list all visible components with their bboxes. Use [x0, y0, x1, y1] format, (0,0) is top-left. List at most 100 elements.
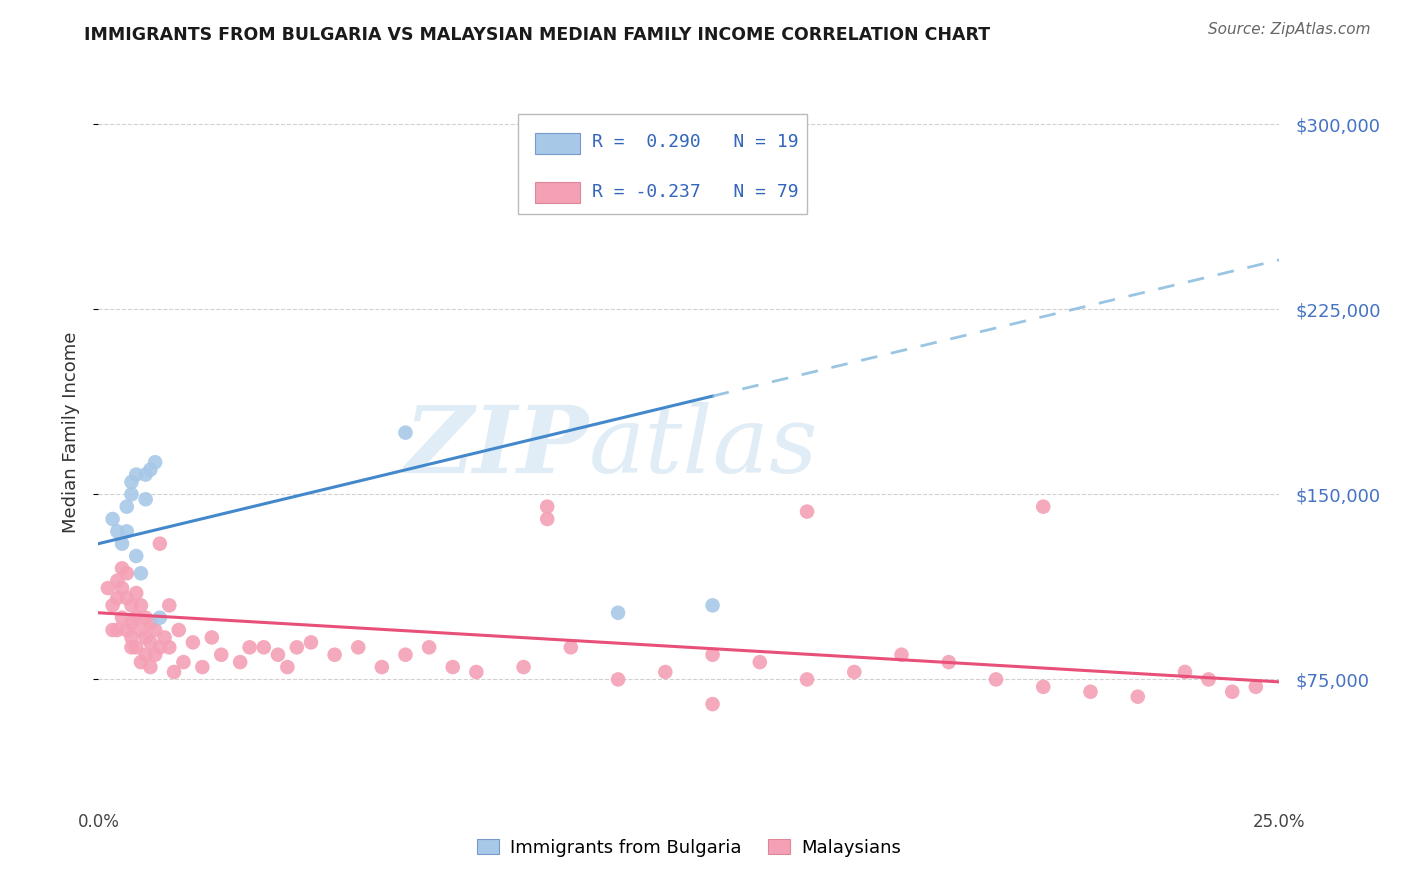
Point — [157, 599, 180, 613]
Point — [111, 561, 134, 575]
Point — [239, 640, 262, 655]
Point — [371, 660, 394, 674]
Point — [111, 610, 134, 624]
Point — [536, 500, 558, 514]
Point — [984, 673, 1007, 687]
Point — [394, 425, 416, 440]
Point — [394, 648, 416, 662]
Point — [1032, 500, 1054, 514]
Point — [441, 660, 464, 674]
Point — [139, 615, 162, 630]
Point — [191, 660, 214, 674]
Point — [418, 640, 440, 655]
Point — [347, 640, 370, 655]
Text: IMMIGRANTS FROM BULGARIA VS MALAYSIAN MEDIAN FAMILY INCOME CORRELATION CHART: IMMIGRANTS FROM BULGARIA VS MALAYSIAN ME… — [84, 26, 990, 44]
Point — [135, 492, 157, 507]
Point — [1174, 665, 1197, 679]
Point — [143, 648, 166, 662]
Point — [157, 640, 180, 655]
FancyBboxPatch shape — [536, 133, 581, 153]
Point — [1220, 685, 1243, 699]
FancyBboxPatch shape — [517, 114, 807, 214]
Y-axis label: Median Family Income: Median Family Income — [62, 332, 80, 533]
Point — [135, 631, 157, 645]
Point — [111, 536, 134, 550]
Point — [135, 610, 157, 624]
Point — [139, 635, 162, 649]
Point — [201, 631, 224, 645]
Point — [129, 655, 152, 669]
Point — [285, 640, 308, 655]
Point — [105, 574, 128, 588]
Point — [121, 640, 143, 655]
Point — [253, 640, 276, 655]
Point — [163, 665, 186, 679]
Point — [115, 623, 138, 637]
Text: atlas: atlas — [589, 402, 818, 492]
Point — [607, 606, 630, 620]
Point — [121, 475, 143, 489]
Point — [121, 615, 143, 630]
Point — [121, 599, 143, 613]
Text: R = -0.237   N = 79: R = -0.237 N = 79 — [592, 183, 799, 201]
Point — [702, 648, 724, 662]
Point — [890, 648, 912, 662]
Point — [125, 610, 148, 624]
Point — [97, 581, 120, 595]
Point — [465, 665, 488, 679]
Point — [143, 623, 166, 637]
Point — [323, 648, 346, 662]
Point — [125, 640, 148, 655]
Point — [139, 660, 162, 674]
Point — [129, 599, 152, 613]
Point — [702, 599, 724, 613]
Point — [101, 623, 124, 637]
Point — [149, 536, 172, 550]
Point — [105, 524, 128, 539]
Point — [135, 648, 157, 662]
Point — [654, 665, 676, 679]
Point — [796, 673, 818, 687]
Point — [844, 665, 866, 679]
Point — [1198, 673, 1220, 687]
Point — [115, 524, 138, 539]
Text: R =  0.290   N = 19: R = 0.290 N = 19 — [592, 134, 799, 152]
Point — [167, 623, 190, 637]
Point — [536, 191, 558, 205]
Point — [135, 467, 157, 482]
Point — [267, 648, 290, 662]
Point — [143, 455, 166, 469]
Point — [115, 566, 138, 581]
Point — [172, 655, 194, 669]
Point — [121, 487, 143, 501]
FancyBboxPatch shape — [536, 182, 581, 203]
Point — [938, 655, 960, 669]
Point — [111, 581, 134, 595]
Point — [101, 599, 124, 613]
Point — [1080, 685, 1102, 699]
Text: ZIP: ZIP — [405, 402, 589, 492]
Point — [748, 655, 770, 669]
Point — [115, 500, 138, 514]
Point — [181, 635, 204, 649]
Point — [153, 631, 176, 645]
Point — [149, 640, 172, 655]
Point — [101, 512, 124, 526]
Point — [1126, 690, 1149, 704]
Point — [139, 462, 162, 476]
Point — [299, 635, 322, 649]
Point — [536, 512, 558, 526]
Point — [276, 660, 298, 674]
Point — [1032, 680, 1054, 694]
Point — [125, 586, 148, 600]
Point — [607, 673, 630, 687]
Point — [121, 631, 143, 645]
Point — [229, 655, 252, 669]
Point — [115, 591, 138, 605]
Point — [129, 566, 152, 581]
Point — [129, 623, 152, 637]
Point — [125, 467, 148, 482]
Point — [125, 549, 148, 563]
Point — [149, 610, 172, 624]
Legend: Immigrants from Bulgaria, Malaysians: Immigrants from Bulgaria, Malaysians — [470, 831, 908, 864]
